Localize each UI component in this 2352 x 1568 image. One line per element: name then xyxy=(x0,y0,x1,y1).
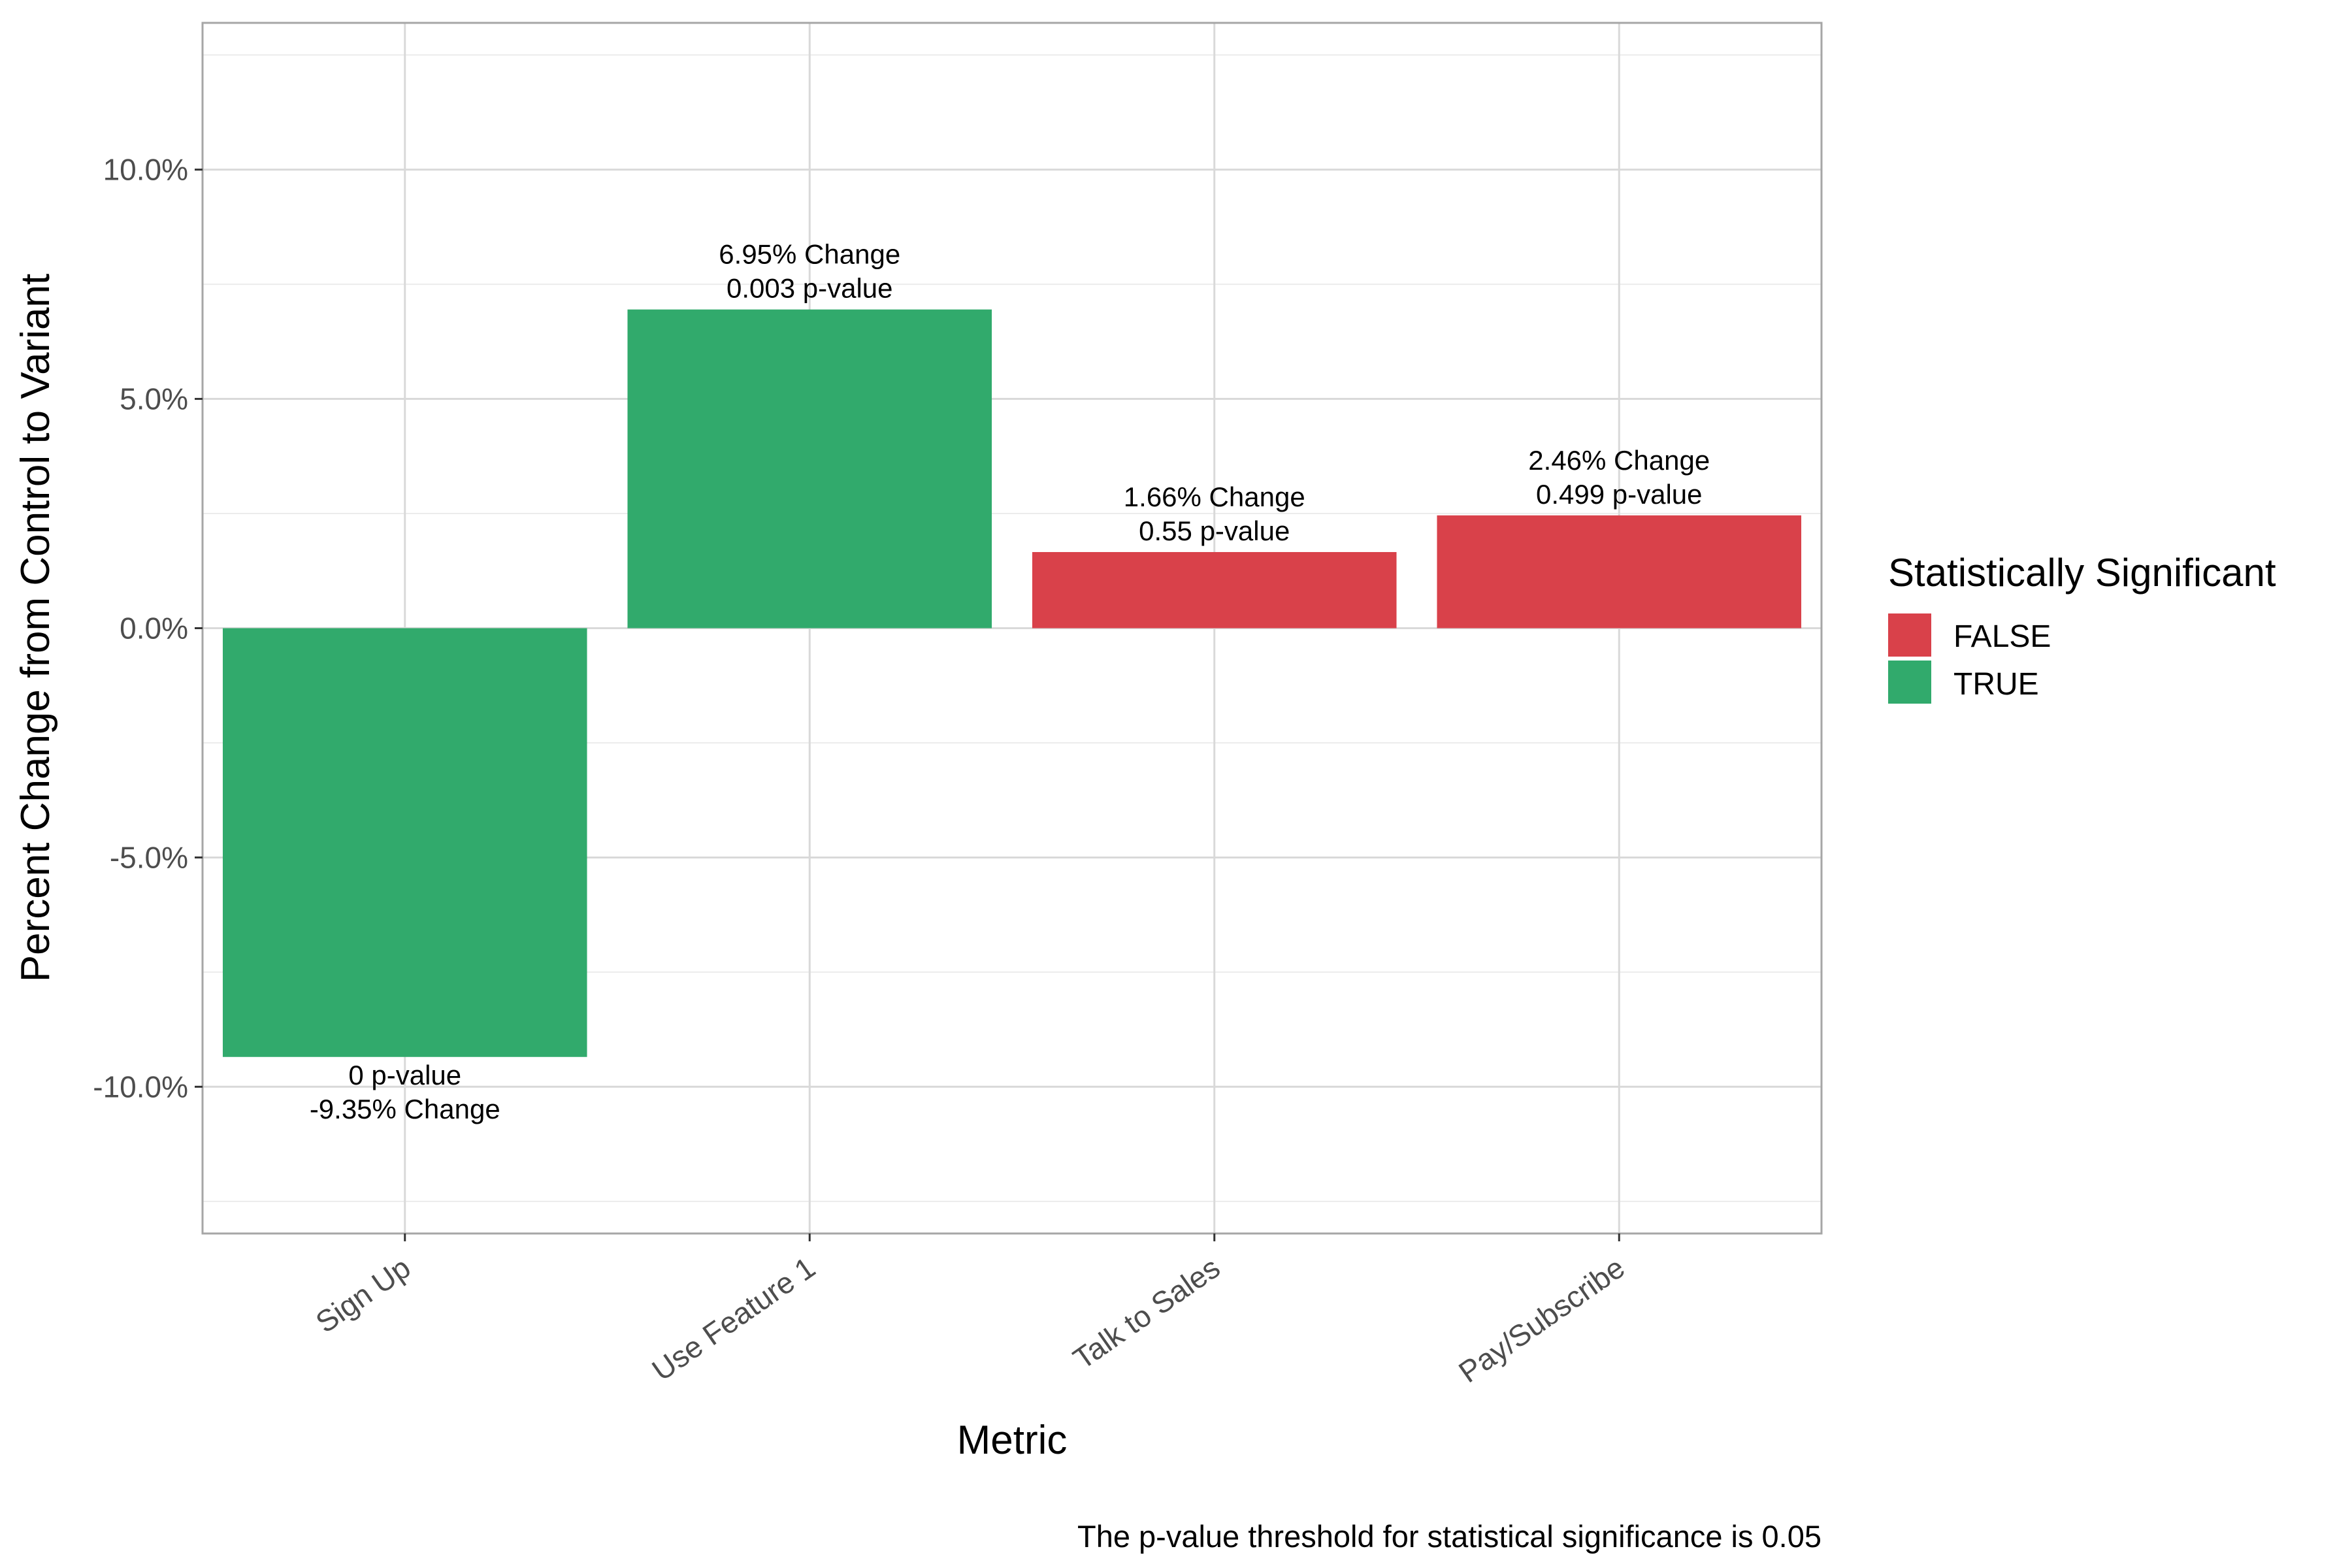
x-tick-label: Talk to Sales xyxy=(1067,1250,1226,1376)
data-label: 2.46% Change xyxy=(1528,445,1710,476)
data-label: -9.35% Change xyxy=(310,1094,500,1124)
x-tick-label: Use Feature 1 xyxy=(645,1250,821,1388)
data-label: 0.003 p-value xyxy=(727,273,893,304)
caption: The p-value threshold for statistical si… xyxy=(1077,1519,1821,1554)
x-tick-label: Pay/Subscribe xyxy=(1452,1250,1631,1390)
y-tick-label: -10.0% xyxy=(93,1070,188,1103)
y-tick-label: 10.0% xyxy=(103,153,188,187)
bar xyxy=(1437,515,1802,629)
data-label: 0.499 p-value xyxy=(1536,479,1703,510)
data-label: 1.66% Change xyxy=(1124,482,1305,512)
y-tick-label: -5.0% xyxy=(110,840,188,874)
legend-label-true: TRUE xyxy=(1953,667,2039,702)
y-tick-label: 5.0% xyxy=(120,382,188,416)
legend-swatch-true xyxy=(1888,661,1931,704)
bars xyxy=(222,309,1802,1057)
data-label: 0.55 p-value xyxy=(1139,515,1290,546)
x-tick-label: Sign Up xyxy=(310,1250,417,1339)
data-label: 6.95% Change xyxy=(719,239,900,270)
data-labels: 0 p-value -9.35% Change 6.95% Change0.003 … xyxy=(310,239,1710,1124)
y-tick-label: 0.0% xyxy=(120,612,188,645)
y-axis-ticks: -10.0% -5.0% 0.0% 5.0% 10.0% xyxy=(93,153,203,1103)
y-axis-title: Percent Change from Control to Variant xyxy=(13,274,58,982)
legend-swatch-false xyxy=(1888,613,1931,657)
legend: Statistically Significant FALSE TRUE xyxy=(1888,551,2276,704)
data-label: 0 p-value xyxy=(348,1060,461,1090)
legend-label-false: FALSE xyxy=(1953,619,2051,654)
x-axis-ticks: Sign Up Use Feature 1 Talk to Sales Pay/Sub… xyxy=(310,1233,1631,1389)
bar xyxy=(627,309,992,629)
bar xyxy=(1032,551,1397,629)
legend-title: Statistically Significant xyxy=(1888,551,2276,595)
bar xyxy=(222,628,587,1057)
x-axis-title: Metric xyxy=(957,1418,1068,1463)
